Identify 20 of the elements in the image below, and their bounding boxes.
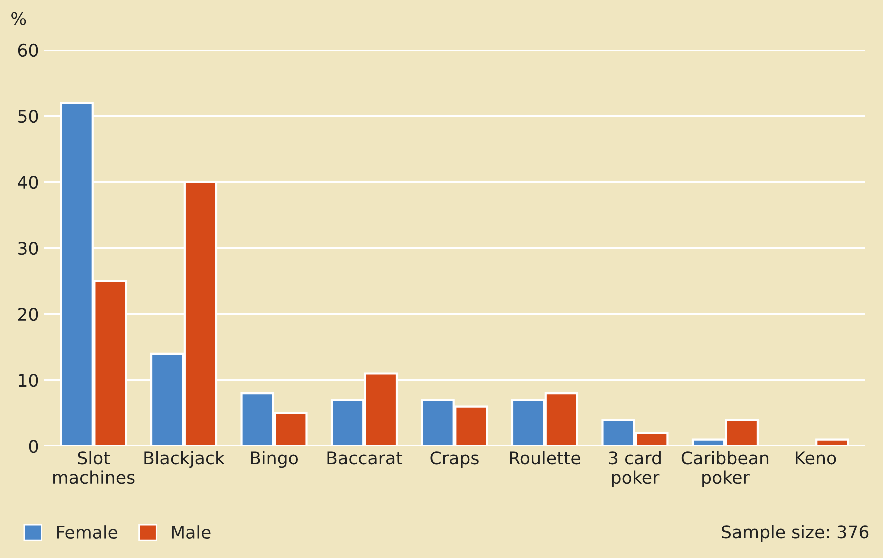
x-tick-label: Caribbean poker xyxy=(682,451,769,488)
y-tick-label: 10 xyxy=(19,374,38,388)
x-tick-label: Slot machines xyxy=(54,451,135,484)
legend-label: Female xyxy=(57,526,118,540)
x-tick-label: 3 card poker xyxy=(609,451,661,488)
legend-label: Male xyxy=(172,526,211,540)
x-tick-label: Roulette xyxy=(510,451,580,465)
y-tick-label: 20 xyxy=(18,308,38,322)
y-tick-label: 50 xyxy=(18,110,38,124)
y-tick-label: 0 xyxy=(29,440,38,454)
x-tick-label: Baccarat xyxy=(328,452,403,465)
y-tick-label: 30 xyxy=(18,242,38,256)
x-tick-label: Bingo xyxy=(251,451,298,468)
text: Sample size: 376 xyxy=(722,525,869,542)
x-tick-label: Keno xyxy=(796,452,836,465)
y-axis-title: % xyxy=(12,12,26,26)
y-tick-label: 40 xyxy=(18,176,38,190)
x-tick-label: Craps xyxy=(430,452,479,468)
x-tick-label: Blackjack xyxy=(144,451,225,468)
y-tick-label: 60 xyxy=(18,44,38,58)
